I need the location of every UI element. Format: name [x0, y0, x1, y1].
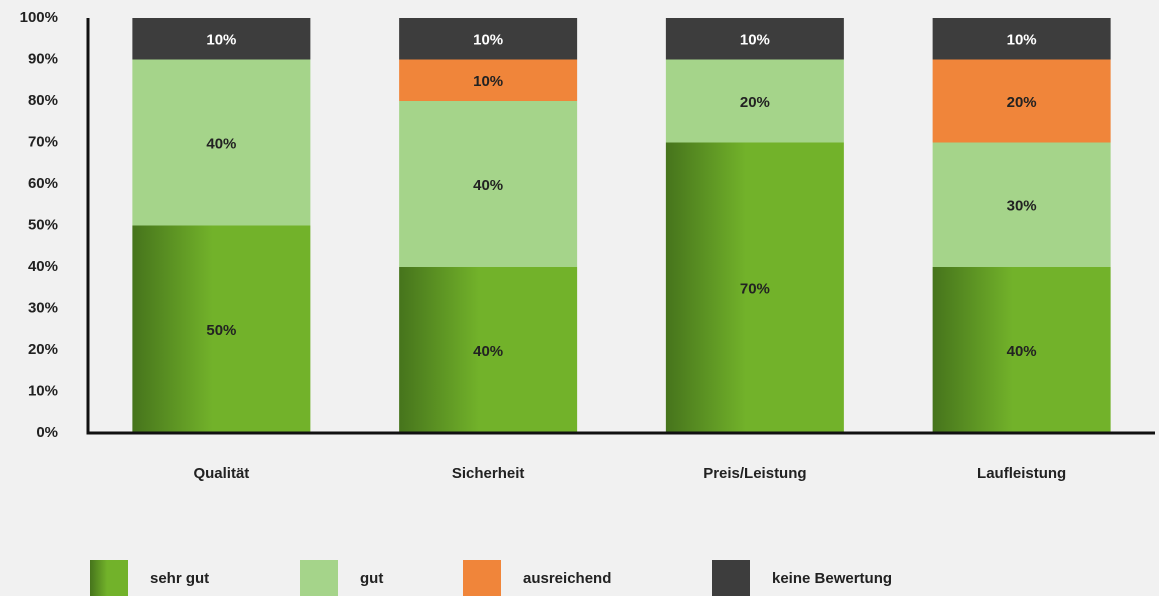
bar-segment — [932, 142, 1111, 267]
legend-label: ausreichend — [523, 570, 611, 587]
y-tick-label: 70% — [28, 133, 58, 150]
legend-swatch — [463, 560, 501, 596]
legend-swatch — [712, 560, 750, 596]
bar-segment — [932, 18, 1111, 60]
x-tick-label: Sicherheit — [452, 465, 525, 482]
y-tick-label: 20% — [28, 341, 58, 358]
legend-swatch — [300, 560, 338, 596]
data-label: 50% — [206, 322, 236, 339]
bar-segment — [665, 59, 844, 143]
data-label: 40% — [206, 135, 236, 152]
y-tick-label: 0% — [36, 424, 58, 441]
bar-segment — [399, 101, 578, 267]
data-label: 40% — [473, 343, 503, 360]
data-label: 10% — [473, 32, 503, 49]
data-label: 20% — [1007, 94, 1037, 111]
x-tick-label: Preis/Leistung — [703, 465, 806, 482]
legend-swatch — [90, 560, 128, 596]
data-label: 30% — [1007, 198, 1037, 215]
data-label: 40% — [1007, 343, 1037, 360]
y-tick-label: 10% — [28, 382, 58, 399]
legend-label: keine Bewertung — [772, 570, 892, 587]
y-tick-label: 90% — [28, 50, 58, 67]
bar-segment — [665, 142, 844, 433]
bar-segment — [399, 18, 578, 60]
bar-segment — [665, 18, 844, 60]
bar-segment — [932, 267, 1111, 433]
data-label: 20% — [740, 94, 770, 111]
x-tick-label: Qualität — [193, 465, 249, 482]
legend-label: sehr gut — [150, 570, 209, 587]
bar-segment — [932, 59, 1111, 143]
data-label: 10% — [740, 32, 770, 49]
legend-label: gut — [360, 570, 383, 587]
data-label: 70% — [740, 281, 770, 298]
y-tick-label: 30% — [28, 299, 58, 316]
bar-segment — [132, 59, 311, 226]
data-label: 10% — [473, 73, 503, 90]
y-tick-label: 100% — [20, 9, 58, 26]
data-label: 10% — [206, 32, 236, 49]
bar-segment — [132, 225, 311, 433]
bar-segment — [399, 59, 578, 101]
x-tick-label: Laufleistung — [977, 465, 1066, 482]
y-tick-label: 60% — [28, 175, 58, 192]
bar-segment — [399, 267, 578, 433]
y-tick-label: 80% — [28, 92, 58, 109]
data-label: 10% — [1007, 32, 1037, 49]
bar-segment — [132, 18, 311, 60]
y-tick-label: 50% — [28, 216, 58, 233]
y-tick-label: 40% — [28, 258, 58, 275]
data-label: 40% — [473, 177, 503, 194]
